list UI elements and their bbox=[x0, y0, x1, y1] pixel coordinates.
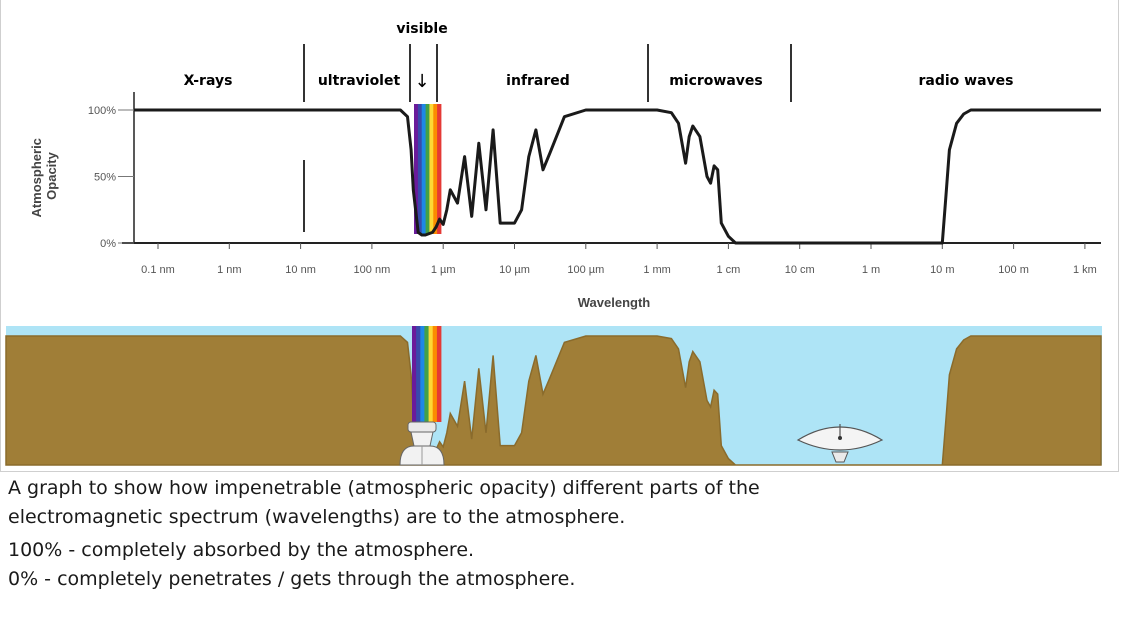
opacity-chart: visible ↓ X-rays ultraviolet infrared mi… bbox=[5, 21, 1102, 466]
y-tick-label: 50% bbox=[94, 172, 116, 184]
y-ticks: 100% 50% 0% bbox=[88, 105, 134, 250]
spectrum-stripe bbox=[436, 326, 442, 422]
figure-caption: A graph to show how impenetrable (atmosp… bbox=[8, 474, 1108, 594]
spectrum-stripe bbox=[437, 104, 442, 234]
x-tick-label: 1 km bbox=[1073, 264, 1097, 276]
x-tick-label: 100 µm bbox=[567, 264, 604, 276]
band-label-ultraviolet: ultraviolet bbox=[318, 73, 401, 89]
band-label-infrared: infrared bbox=[506, 73, 570, 89]
band-label-x-rays: X-rays bbox=[184, 73, 233, 89]
spectrum-stripe bbox=[421, 104, 426, 234]
spectrum-stripe bbox=[424, 326, 429, 422]
spectrum-stripe bbox=[432, 326, 438, 422]
visible-spectrum-beam bbox=[412, 326, 442, 422]
x-tick-label: 100 nm bbox=[354, 264, 391, 276]
y-tick-label: 0% bbox=[100, 238, 116, 250]
visible-arrow: ↓ bbox=[414, 71, 429, 92]
atmosphere-panel bbox=[5, 326, 1102, 466]
x-tick-label: 1 mm bbox=[643, 264, 671, 276]
spectrum-stripe bbox=[429, 104, 434, 234]
caption-line-2: electromagnetic spectrum (wavelengths) a… bbox=[8, 506, 626, 528]
visible-spectrum-strip bbox=[414, 104, 442, 234]
y-tick-label: 100% bbox=[88, 105, 116, 117]
band-label-visible: visible bbox=[396, 21, 447, 37]
opacity-curve bbox=[134, 108, 1101, 245]
x-tick-label: 10 cm bbox=[785, 264, 815, 276]
band-separators bbox=[303, 44, 792, 232]
x-axis-title: Wavelength bbox=[578, 295, 651, 310]
spectrum-stripe bbox=[428, 326, 434, 422]
x-ticks: 0.1 nm 1 nm 10 nm 100 nm 1 µm 10 µm 100 µm 1 mm… bbox=[141, 243, 1097, 276]
y-axis-title-line2: Opacity bbox=[44, 151, 59, 199]
spectrum-stripe bbox=[433, 104, 438, 234]
spectrum-stripe bbox=[414, 104, 419, 234]
x-tick-label: 10 µm bbox=[499, 264, 530, 276]
spectrum-stripe bbox=[412, 326, 417, 422]
telescope-icon bbox=[399, 421, 445, 466]
x-tick-label: 10 m bbox=[930, 264, 954, 276]
caption-line-4: 0% - completely penetrates / gets throug… bbox=[8, 568, 576, 590]
y-axis-title-line1: Atmospheric bbox=[29, 138, 44, 217]
figure-frame bbox=[0, 0, 1119, 472]
spectrum-stripe bbox=[417, 104, 423, 234]
radio-dish-icon bbox=[796, 424, 884, 463]
x-tick-label: 0.1 nm bbox=[141, 264, 175, 276]
caption-line-1: A graph to show how impenetrable (atmosp… bbox=[8, 477, 760, 499]
x-tick-label: 100 m bbox=[998, 264, 1029, 276]
band-label-radio-waves: radio waves bbox=[919, 73, 1014, 89]
y-axis-title: Atmospheric Opacity bbox=[29, 134, 59, 217]
band-label-microwaves: microwaves bbox=[669, 73, 763, 89]
x-tick-label: 1 nm bbox=[217, 264, 241, 276]
spectrum-stripe bbox=[425, 104, 430, 234]
spectrum-stripe bbox=[416, 326, 421, 422]
x-tick-label: 1 cm bbox=[716, 264, 740, 276]
x-tick-label: 1 µm bbox=[431, 264, 456, 276]
caption-line-3: 100% - completely absorbed by the atmosp… bbox=[8, 539, 475, 561]
x-tick-label: 1 m bbox=[862, 264, 880, 276]
spectrum-stripe bbox=[420, 326, 425, 422]
x-tick-label: 10 nm bbox=[285, 264, 316, 276]
